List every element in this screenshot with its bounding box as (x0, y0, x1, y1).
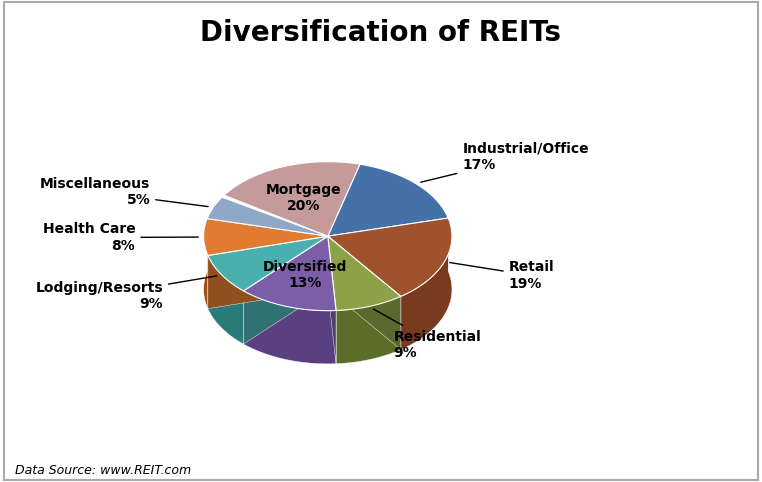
Polygon shape (244, 236, 328, 344)
Text: Data Source: www.REIT.com: Data Source: www.REIT.com (15, 464, 191, 477)
Polygon shape (224, 161, 360, 236)
Polygon shape (203, 219, 208, 308)
Polygon shape (336, 296, 401, 364)
Text: Diversified
13%: Diversified 13% (263, 260, 347, 290)
Polygon shape (328, 236, 401, 310)
Polygon shape (244, 236, 336, 311)
Polygon shape (207, 197, 328, 236)
Polygon shape (208, 255, 244, 344)
Polygon shape (208, 236, 328, 308)
Text: Residential
9%: Residential 9% (373, 309, 481, 360)
Text: Diversification of REITs: Diversification of REITs (200, 19, 562, 47)
Polygon shape (244, 291, 336, 364)
Polygon shape (328, 218, 452, 296)
Text: Mortgage
20%: Mortgage 20% (266, 183, 341, 213)
Text: Health Care
8%: Health Care 8% (43, 222, 198, 253)
Polygon shape (328, 236, 401, 349)
Polygon shape (401, 218, 452, 349)
Text: Retail
19%: Retail 19% (450, 260, 554, 291)
Polygon shape (328, 164, 448, 236)
Polygon shape (328, 236, 336, 364)
Polygon shape (203, 219, 328, 255)
Text: Industrial/Office
17%: Industrial/Office 17% (421, 142, 589, 182)
Text: Lodging/Resorts
9%: Lodging/Resorts 9% (35, 276, 216, 311)
Text: Miscellaneous
5%: Miscellaneous 5% (40, 177, 208, 207)
Polygon shape (208, 236, 328, 291)
